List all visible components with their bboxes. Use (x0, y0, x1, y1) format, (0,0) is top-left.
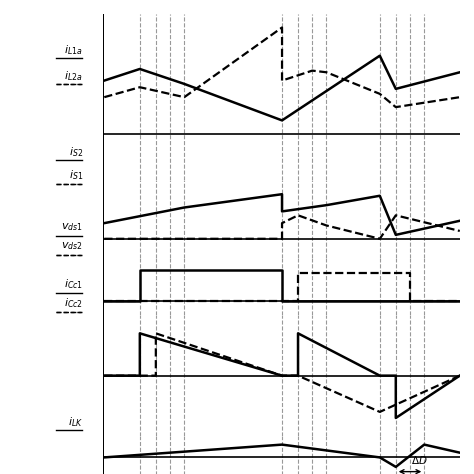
Text: $i_{S2}$: $i_{S2}$ (69, 145, 83, 159)
Text: $v_{ds2}$: $v_{ds2}$ (61, 241, 83, 252)
Text: $i_{Cc1}$: $i_{Cc1}$ (64, 277, 83, 292)
Text: $i_{LK}$: $i_{LK}$ (68, 415, 83, 429)
Text: $i_{L2a}$: $i_{L2a}$ (64, 69, 83, 83)
Text: $i_{Cc2}$: $i_{Cc2}$ (64, 296, 83, 310)
Text: $\Delta D$: $\Delta D$ (411, 454, 428, 466)
Text: $i_{S1}$: $i_{S1}$ (69, 168, 83, 182)
Text: $i_{L1a}$: $i_{L1a}$ (64, 43, 83, 57)
Text: $v_{ds1}$: $v_{ds1}$ (61, 222, 83, 233)
